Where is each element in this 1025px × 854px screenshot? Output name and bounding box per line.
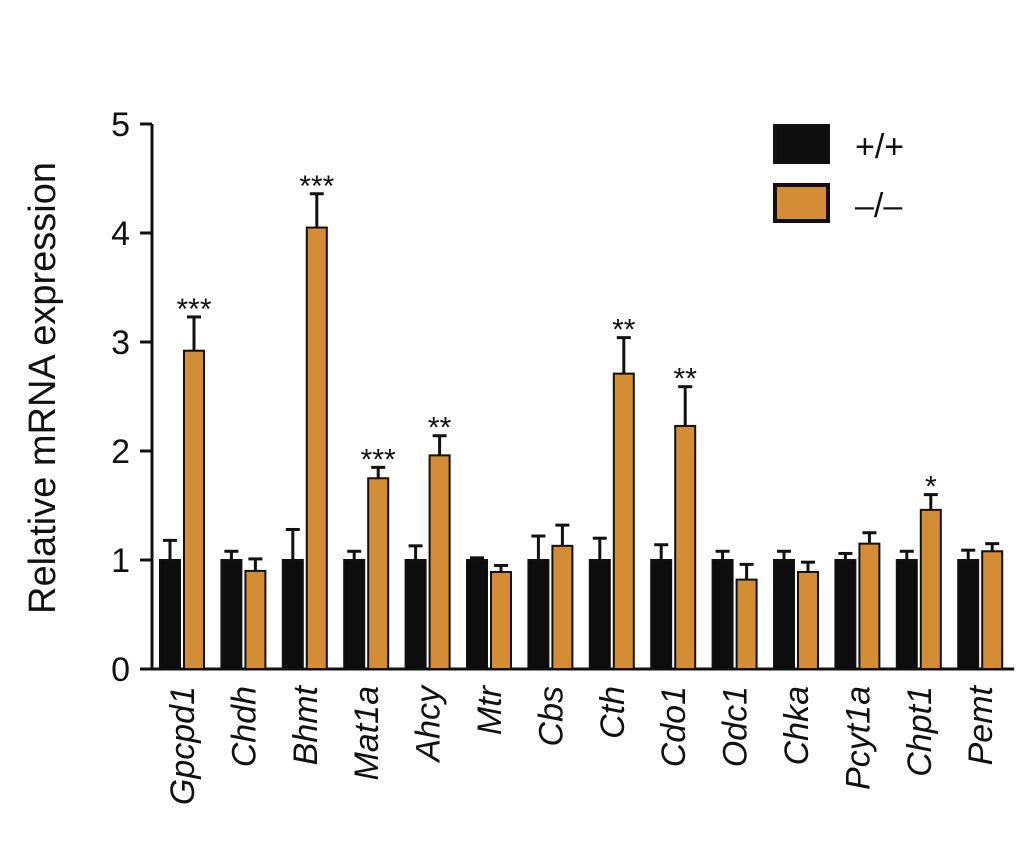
y-tick-label: 4 — [111, 215, 130, 253]
legend-swatch — [773, 124, 830, 164]
y-tick-label: 1 — [111, 542, 130, 580]
bar — [674, 424, 697, 670]
bar — [858, 542, 881, 671]
significance-marker: ** — [428, 412, 452, 445]
legend: +/+ –/– — [773, 124, 904, 225]
bar — [895, 559, 918, 670]
x-tick-label: Chka — [778, 686, 816, 765]
bar — [343, 559, 366, 670]
y-tick-label: 0 — [111, 651, 130, 689]
x-tick-label: Gpcpd1 — [164, 686, 202, 805]
bar — [404, 559, 427, 670]
bar — [773, 559, 795, 670]
y-tick-label: 5 — [111, 106, 130, 144]
bar — [711, 559, 734, 670]
x-tick-label: Chdh — [225, 686, 263, 767]
bar — [428, 454, 451, 670]
x-tick-label: Odc1 — [717, 686, 755, 767]
x-tick-label: Pemt — [962, 684, 1000, 765]
x-tick-label: Cbs — [532, 686, 570, 746]
bar — [220, 559, 243, 670]
x-tick-label: Mat1a — [348, 686, 386, 781]
bar — [183, 349, 205, 670]
bar — [159, 559, 181, 670]
legend-label: +/+ — [855, 128, 904, 166]
y-tick-label: 2 — [111, 433, 130, 471]
bar — [466, 559, 488, 670]
significance-marker: ** — [674, 363, 698, 396]
bar — [981, 550, 1004, 671]
bar — [367, 477, 390, 670]
x-tick-label: Mtr — [471, 684, 509, 735]
bar — [281, 559, 304, 670]
significance-marker: *** — [176, 293, 211, 326]
y-tick-label: 3 — [111, 324, 130, 362]
x-tick-label: Cdo1 — [655, 686, 693, 767]
bar — [305, 226, 328, 671]
y-axis-label: Relative mRNA expression — [22, 162, 64, 614]
bar — [957, 559, 980, 670]
bar — [588, 559, 611, 670]
x-tick-label: Cth — [594, 686, 632, 739]
bar — [919, 508, 942, 670]
x-tick-label: Ahcy — [410, 684, 448, 764]
x-tick-label: Pcyt1a — [839, 686, 877, 790]
significance-marker: ** — [612, 314, 636, 347]
x-tick-label: Bhmt — [287, 684, 325, 765]
bar — [834, 559, 857, 670]
bar — [612, 372, 635, 670]
bar — [797, 570, 819, 670]
bar — [650, 559, 673, 670]
significance-marker: *** — [361, 443, 396, 476]
bar — [527, 559, 550, 670]
bar — [490, 570, 512, 670]
bar — [551, 544, 574, 671]
bar — [735, 578, 758, 670]
significance-marker: * — [925, 471, 937, 504]
legend-label: –/– — [855, 187, 902, 225]
significance-marker: *** — [299, 170, 334, 203]
bar — [244, 569, 267, 671]
x-tick-label: Chpt1 — [901, 686, 939, 777]
legend-swatch — [773, 183, 830, 223]
